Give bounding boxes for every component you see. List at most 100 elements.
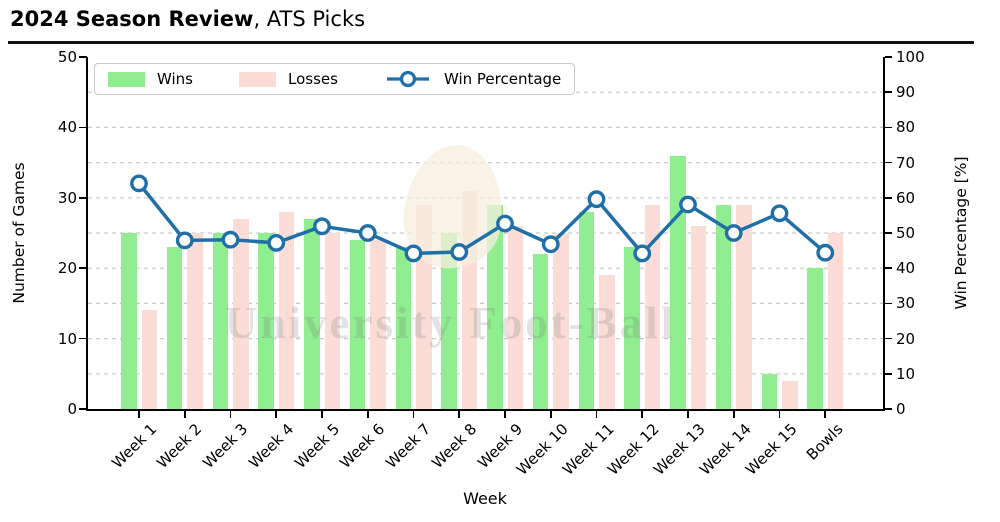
win-bar <box>532 254 549 409</box>
winpct-marker <box>770 204 789 223</box>
watermark-text: University Foot-Ball <box>225 298 677 348</box>
loss-bar <box>690 225 706 409</box>
win-bar <box>441 233 457 409</box>
winpct-marker <box>541 235 560 254</box>
x-axis-title: Week <box>463 489 507 508</box>
left-tick <box>79 126 87 129</box>
x-tick <box>504 410 506 418</box>
win-bar <box>304 218 320 409</box>
plot-area: University Foot-Ball <box>88 57 883 409</box>
loss-bar <box>782 380 798 409</box>
winpct-line-sample-icon <box>386 70 429 88</box>
winpct-marker <box>404 244 423 263</box>
loss-bar <box>507 225 523 409</box>
win-bar <box>715 204 732 409</box>
x-tick <box>458 410 461 418</box>
x-tick <box>412 410 415 418</box>
x-tick <box>183 410 186 418</box>
win-bar <box>624 247 640 409</box>
win-bar <box>395 247 411 409</box>
x-tick <box>595 410 598 418</box>
winpct-marker <box>358 224 377 242</box>
left-spine <box>86 57 89 411</box>
win-bar <box>258 233 274 409</box>
right-tick-label: 60 <box>896 188 916 207</box>
right-tick-label: 40 <box>896 259 916 278</box>
legend-label-winpct: Win Percentage <box>443 70 562 88</box>
right-tick <box>884 337 893 340</box>
loss-bar <box>141 310 157 409</box>
right-axis-title: Win Percentage [%] <box>952 156 970 310</box>
left-tick-label: 20 <box>57 259 77 278</box>
left-axis-title: Number of Games <box>10 162 28 304</box>
winpct-marker <box>633 244 652 263</box>
right-tick <box>884 196 893 199</box>
left-tick-label: 10 <box>57 329 77 348</box>
x-tick-label: Week 7 <box>382 420 435 472</box>
loss-bar <box>187 233 203 409</box>
win-bar <box>166 247 183 409</box>
winpct-marker <box>267 233 286 252</box>
x-tick-label: Week 8 <box>428 420 480 472</box>
left-tick-label: 0 <box>67 400 77 418</box>
win-bar <box>212 233 228 409</box>
winpct-marker <box>313 217 331 236</box>
x-tick-label: Week 4 <box>245 420 297 472</box>
right-tick <box>884 161 893 164</box>
right-tick-label: 70 <box>896 153 916 172</box>
right-tick-label: 0 <box>896 400 906 418</box>
x-tick <box>138 410 140 418</box>
loss-bar <box>599 275 615 409</box>
legend-item-winpct: Win Percentage <box>384 69 561 89</box>
winpct-marker <box>450 243 469 261</box>
legend: Wins Losses Win Percentage <box>94 63 576 95</box>
right-tick <box>884 126 893 129</box>
right-tick <box>884 56 893 58</box>
loss-bar <box>324 233 340 409</box>
x-tick-label: Week 2 <box>153 420 206 472</box>
win-bar <box>761 373 777 409</box>
right-spine <box>883 57 885 411</box>
win-bar <box>349 240 366 409</box>
x-tick <box>732 410 735 418</box>
winpct-marker <box>130 174 148 193</box>
chart-title-suffix: , ATS Picks <box>253 7 366 31</box>
legend-item-losses: Losses <box>239 70 338 88</box>
right-tick-label: 10 <box>896 364 916 383</box>
watermark-layer: University Foot-Ball <box>88 57 883 409</box>
x-tick-label: Bowls <box>802 420 846 464</box>
win-bar <box>487 204 503 409</box>
right-tick <box>884 267 893 270</box>
winpct-marker <box>496 214 514 233</box>
left-tick <box>79 337 87 340</box>
right-tick-label: 90 <box>896 83 916 102</box>
win-bar <box>807 268 823 409</box>
x-tick <box>229 410 232 418</box>
left-tick-label: 40 <box>57 118 77 137</box>
winpct-line <box>137 181 827 256</box>
right-tick <box>884 302 893 305</box>
win-bar <box>121 233 137 409</box>
legend-label-losses: Losses <box>288 70 338 88</box>
right-tick-label: 100 <box>896 48 925 66</box>
right-tick-label: 30 <box>896 294 916 313</box>
winpct-marker <box>816 243 835 262</box>
win-bar <box>578 211 594 409</box>
left-tick <box>79 267 87 270</box>
x-tick <box>366 410 369 418</box>
left-tick <box>79 196 87 199</box>
chart-title: 2024 Season Review, ATS Picks <box>10 7 365 31</box>
winpct-line-layer <box>130 174 835 263</box>
loss-bar <box>370 240 386 409</box>
left-tick <box>79 56 87 58</box>
x-tick <box>641 410 644 418</box>
winpct-marker <box>587 190 606 209</box>
x-tick-label: Week 5 <box>290 420 343 472</box>
winpct-marker <box>221 230 240 249</box>
loss-bar <box>233 218 249 409</box>
x-tick-label: Week 1 <box>107 420 160 472</box>
right-tick <box>884 91 893 94</box>
losses-swatch-icon <box>239 71 276 87</box>
loss-bar <box>827 233 844 409</box>
legend-item-wins: Wins <box>108 70 193 88</box>
